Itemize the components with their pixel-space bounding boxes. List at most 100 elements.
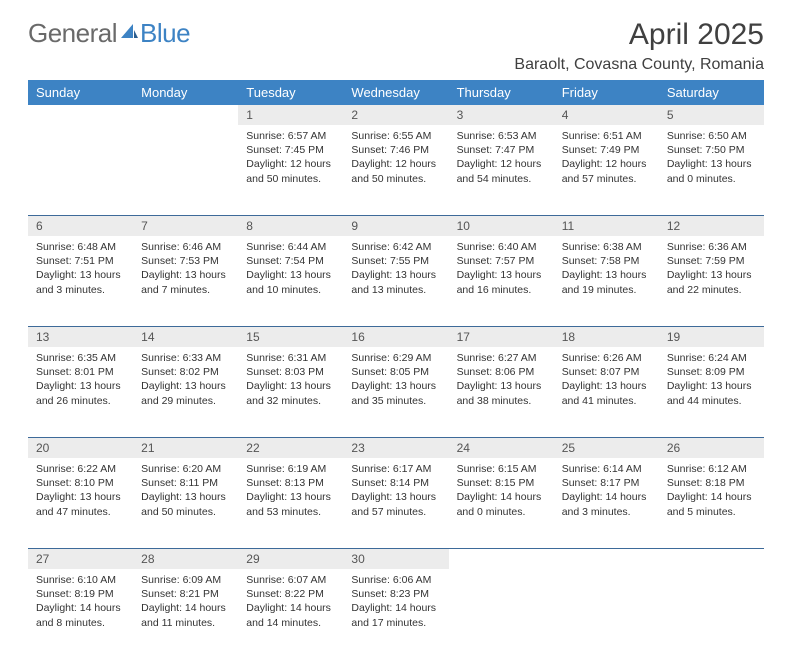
page-header: General Blue April 2025 Baraolt, Covasna… <box>28 18 764 74</box>
day-content-cell: Sunrise: 6:17 AMSunset: 8:14 PMDaylight:… <box>343 458 448 548</box>
week-daynum-row: 13141516171819 <box>28 326 764 347</box>
day-number-cell: 10 <box>449 215 554 236</box>
day-number: 17 <box>449 326 554 347</box>
day-number-cell: 13 <box>28 326 133 347</box>
weekday-header: Friday <box>554 80 659 105</box>
day-content: Sunrise: 6:46 AMSunset: 7:53 PMDaylight:… <box>133 236 238 307</box>
day-content: Sunrise: 6:36 AMSunset: 7:59 PMDaylight:… <box>659 236 764 307</box>
day-number-cell: 30 <box>343 548 448 569</box>
day-content: Sunrise: 6:57 AMSunset: 7:45 PMDaylight:… <box>238 125 343 196</box>
day-content-cell: Sunrise: 6:33 AMSunset: 8:02 PMDaylight:… <box>133 347 238 437</box>
day-content: Sunrise: 6:44 AMSunset: 7:54 PMDaylight:… <box>238 236 343 307</box>
day-number: 22 <box>238 437 343 458</box>
day-number: 25 <box>554 437 659 458</box>
day-content: Sunrise: 6:38 AMSunset: 7:58 PMDaylight:… <box>554 236 659 307</box>
day-content: Sunrise: 6:14 AMSunset: 8:17 PMDaylight:… <box>554 458 659 529</box>
day-number-cell: 21 <box>133 437 238 458</box>
day-number: 13 <box>28 326 133 347</box>
day-number-cell: 7 <box>133 215 238 236</box>
day-number-cell: 6 <box>28 215 133 236</box>
day-content: Sunrise: 6:10 AMSunset: 8:19 PMDaylight:… <box>28 569 133 640</box>
day-number-cell: 24 <box>449 437 554 458</box>
day-content: Sunrise: 6:20 AMSunset: 8:11 PMDaylight:… <box>133 458 238 529</box>
day-number: 3 <box>449 105 554 125</box>
day-number: 2 <box>343 105 448 125</box>
weekday-header: Monday <box>133 80 238 105</box>
weekday-header: Sunday <box>28 80 133 105</box>
day-content: Sunrise: 6:50 AMSunset: 7:50 PMDaylight:… <box>659 125 764 196</box>
day-number-cell: 19 <box>659 326 764 347</box>
day-content: Sunrise: 6:06 AMSunset: 8:23 PMDaylight:… <box>343 569 448 640</box>
week-content-row: Sunrise: 6:57 AMSunset: 7:45 PMDaylight:… <box>28 125 764 215</box>
day-number: 16 <box>343 326 448 347</box>
day-content-cell: Sunrise: 6:20 AMSunset: 8:11 PMDaylight:… <box>133 458 238 548</box>
day-number: 7 <box>133 215 238 236</box>
week-daynum-row: 6789101112 <box>28 215 764 236</box>
day-number-cell: 29 <box>238 548 343 569</box>
day-number-cell: 27 <box>28 548 133 569</box>
week-content-row: Sunrise: 6:22 AMSunset: 8:10 PMDaylight:… <box>28 458 764 548</box>
day-content-cell <box>659 569 764 659</box>
day-number-cell: 3 <box>449 105 554 125</box>
day-number-cell: 14 <box>133 326 238 347</box>
day-content-cell <box>449 569 554 659</box>
day-content-cell <box>133 125 238 215</box>
day-number-cell: 11 <box>554 215 659 236</box>
day-content-cell: Sunrise: 6:42 AMSunset: 7:55 PMDaylight:… <box>343 236 448 326</box>
day-number: 30 <box>343 548 448 569</box>
day-number: 14 <box>133 326 238 347</box>
day-content-cell: Sunrise: 6:53 AMSunset: 7:47 PMDaylight:… <box>449 125 554 215</box>
title-block: April 2025 Baraolt, Covasna County, Roma… <box>514 18 764 74</box>
day-content-cell: Sunrise: 6:36 AMSunset: 7:59 PMDaylight:… <box>659 236 764 326</box>
day-content-cell: Sunrise: 6:46 AMSunset: 7:53 PMDaylight:… <box>133 236 238 326</box>
day-content: Sunrise: 6:42 AMSunset: 7:55 PMDaylight:… <box>343 236 448 307</box>
day-content: Sunrise: 6:27 AMSunset: 8:06 PMDaylight:… <box>449 347 554 418</box>
day-number: 1 <box>238 105 343 125</box>
day-number: 10 <box>449 215 554 236</box>
day-content-cell: Sunrise: 6:24 AMSunset: 8:09 PMDaylight:… <box>659 347 764 437</box>
day-content: Sunrise: 6:12 AMSunset: 8:18 PMDaylight:… <box>659 458 764 529</box>
week-content-row: Sunrise: 6:48 AMSunset: 7:51 PMDaylight:… <box>28 236 764 326</box>
week-content-row: Sunrise: 6:10 AMSunset: 8:19 PMDaylight:… <box>28 569 764 659</box>
day-number-cell <box>133 105 238 125</box>
day-number-cell: 28 <box>133 548 238 569</box>
day-number-cell <box>659 548 764 569</box>
day-content-cell: Sunrise: 6:06 AMSunset: 8:23 PMDaylight:… <box>343 569 448 659</box>
day-number-cell <box>554 548 659 569</box>
weekday-header-row: SundayMondayTuesdayWednesdayThursdayFrid… <box>28 80 764 105</box>
day-number-cell <box>28 105 133 125</box>
day-number: 15 <box>238 326 343 347</box>
day-number-cell: 23 <box>343 437 448 458</box>
day-content-cell: Sunrise: 6:44 AMSunset: 7:54 PMDaylight:… <box>238 236 343 326</box>
day-number-empty <box>133 105 238 125</box>
brand-part2: Blue <box>140 18 190 49</box>
day-content: Sunrise: 6:55 AMSunset: 7:46 PMDaylight:… <box>343 125 448 196</box>
day-content-cell: Sunrise: 6:22 AMSunset: 8:10 PMDaylight:… <box>28 458 133 548</box>
day-content-cell: Sunrise: 6:12 AMSunset: 8:18 PMDaylight:… <box>659 458 764 548</box>
day-content-cell: Sunrise: 6:15 AMSunset: 8:15 PMDaylight:… <box>449 458 554 548</box>
day-number-cell: 2 <box>343 105 448 125</box>
day-number: 29 <box>238 548 343 569</box>
day-content-cell: Sunrise: 6:29 AMSunset: 8:05 PMDaylight:… <box>343 347 448 437</box>
sail-icon <box>119 16 139 47</box>
day-number-cell: 18 <box>554 326 659 347</box>
day-number-cell: 16 <box>343 326 448 347</box>
day-content-cell: Sunrise: 6:26 AMSunset: 8:07 PMDaylight:… <box>554 347 659 437</box>
day-number-cell: 1 <box>238 105 343 125</box>
day-number-empty <box>659 548 764 569</box>
day-content: Sunrise: 6:22 AMSunset: 8:10 PMDaylight:… <box>28 458 133 529</box>
day-content: Sunrise: 6:51 AMSunset: 7:49 PMDaylight:… <box>554 125 659 196</box>
day-number: 19 <box>659 326 764 347</box>
calendar-page: General Blue April 2025 Baraolt, Covasna… <box>0 0 792 612</box>
day-content: Sunrise: 6:35 AMSunset: 8:01 PMDaylight:… <box>28 347 133 418</box>
day-content: Sunrise: 6:31 AMSunset: 8:03 PMDaylight:… <box>238 347 343 418</box>
weekday-header: Thursday <box>449 80 554 105</box>
day-number: 28 <box>133 548 238 569</box>
day-number-cell: 12 <box>659 215 764 236</box>
day-content-cell: Sunrise: 6:35 AMSunset: 8:01 PMDaylight:… <box>28 347 133 437</box>
day-number: 6 <box>28 215 133 236</box>
calendar-table: SundayMondayTuesdayWednesdayThursdayFrid… <box>28 80 764 659</box>
day-content-cell: Sunrise: 6:51 AMSunset: 7:49 PMDaylight:… <box>554 125 659 215</box>
day-content-cell: Sunrise: 6:48 AMSunset: 7:51 PMDaylight:… <box>28 236 133 326</box>
brand-logo: General Blue <box>28 18 190 49</box>
